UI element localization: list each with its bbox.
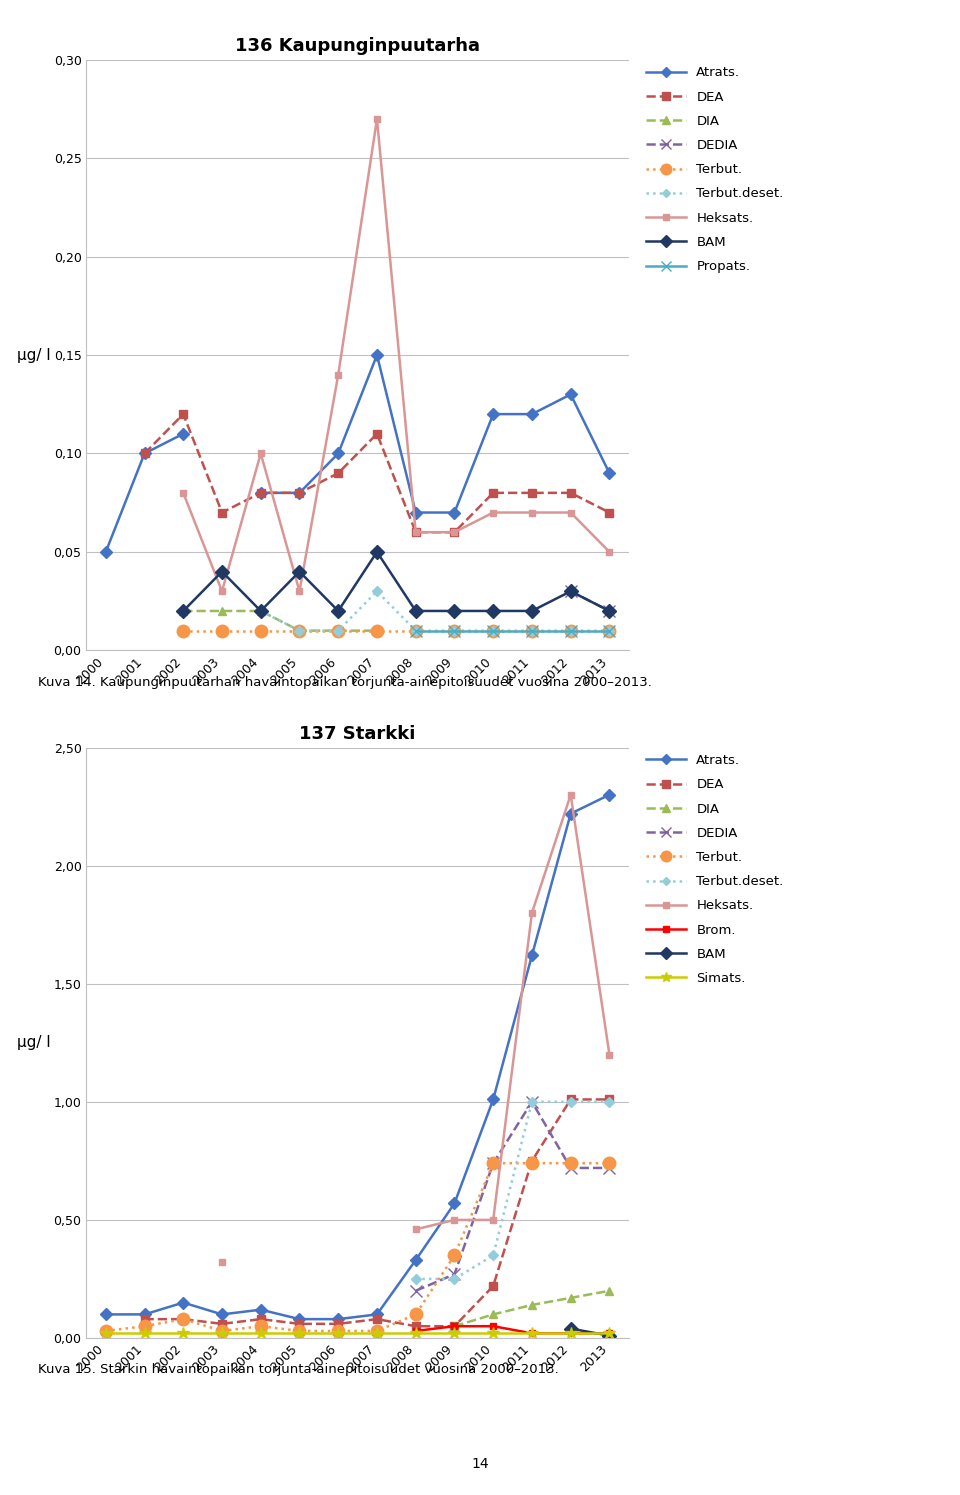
Text: Kuva 15. Starkin havaintopaikan torjunta-ainepitoisuudet vuosina 2000–2013.: Kuva 15. Starkin havaintopaikan torjunta… <box>38 1363 559 1377</box>
Legend: Atrats., DEA, DIA, DEDIA, Terbut., Terbut.deset., Heksats., BAM, Propats.: Atrats., DEA, DIA, DEDIA, Terbut., Terbu… <box>646 66 783 274</box>
Text: Kuva 14. Kaupunginpuutarhan havaintopaikan torjunta-ainepitoisuudet vuosina 2000: Kuva 14. Kaupunginpuutarhan havaintopaik… <box>38 676 652 689</box>
Text: 14: 14 <box>471 1458 489 1471</box>
Legend: Atrats., DEA, DIA, DEDIA, Terbut., Terbut.deset., Heksats., Brom., BAM, Simats.: Atrats., DEA, DIA, DEDIA, Terbut., Terbu… <box>646 753 783 985</box>
Title: 137 Starkki: 137 Starkki <box>300 725 416 743</box>
Y-axis label: µg/ l: µg/ l <box>17 1035 51 1051</box>
Title: 136 Kaupunginpuutarha: 136 Kaupunginpuutarha <box>235 37 480 55</box>
Y-axis label: µg/ l: µg/ l <box>17 347 51 363</box>
